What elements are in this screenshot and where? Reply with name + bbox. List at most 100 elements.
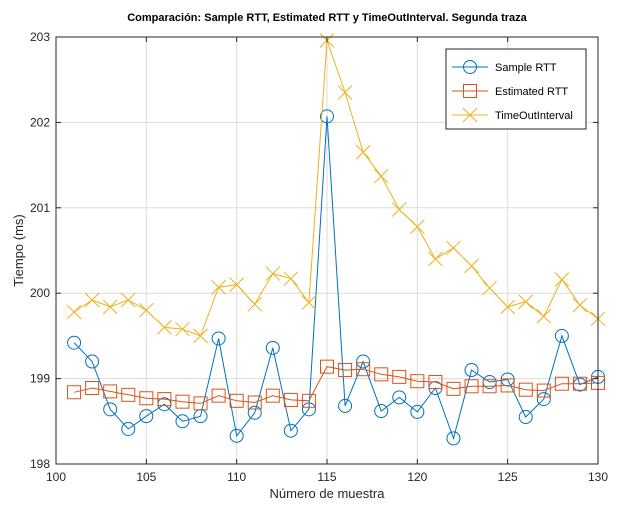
data-point [283,392,298,407]
data-point [265,340,280,355]
data-point [138,302,154,318]
data-point [283,271,299,287]
y-tick-label: 199 [30,372,50,386]
axes [55,36,599,465]
data-point [247,395,262,410]
series-2 [66,33,606,344]
data-point [320,109,334,124]
data-point [464,379,479,394]
x-tick-label: 130 [588,470,608,484]
data-point [102,299,118,315]
data-point [175,394,190,409]
data-point [500,299,516,315]
x-tick-label: 125 [498,470,518,484]
data-point [391,202,407,217]
data-point [410,404,425,419]
data-point [121,421,136,436]
data-point [338,398,353,413]
data-point [120,292,136,308]
y-tick-label: 202 [30,115,50,129]
data-point [157,320,172,335]
data-point [103,384,118,399]
data-point [355,144,371,160]
data-point [464,363,479,378]
data-point [157,392,172,407]
data-point [193,328,208,344]
data-point [518,410,533,425]
data-point [139,409,154,424]
data-point [67,335,82,350]
x-tick-label: 100 [46,470,66,484]
data-point [85,354,100,369]
data-point [428,251,443,267]
data-point [554,376,569,391]
series-line [73,366,599,404]
data-point [84,292,100,308]
data-point [536,383,551,398]
data-point [175,321,190,337]
data-point [536,308,552,324]
data-point [229,393,244,408]
data-point [428,375,443,390]
data-point [554,328,569,343]
data-point [446,381,461,396]
series-1 [67,359,605,411]
data-point [67,385,82,400]
data-point [229,428,244,443]
data-point [337,85,353,100]
legend: Sample RTT Estimated RTT TimeOutInterval [445,48,587,130]
data-point [139,391,154,406]
y-axis-label: Tiempo (ms) [11,214,26,286]
data-point [211,388,226,403]
data-point [356,354,371,369]
legend-marker [463,84,477,98]
data-point [374,367,389,382]
data-point [301,295,317,310]
y-tick-label: 198 [30,457,50,471]
data-point [229,277,245,293]
data-point [482,379,497,394]
data-point [536,392,551,407]
series-group [66,33,606,446]
data-point [482,280,497,296]
data-point [193,396,208,411]
data-point [392,390,407,405]
legend-marker [463,60,477,74]
data-point [500,378,515,393]
data-point [554,272,570,287]
data-point [247,296,263,312]
data-point [572,376,587,391]
data-point [446,431,461,446]
data-point [392,369,407,384]
x-tick-label: 110 [227,470,246,484]
y-tick-label: 203 [30,30,50,44]
chart-title: Comparación: Sample RTT, Estimated RTT y… [127,12,527,24]
data-point [320,359,334,374]
data-point [409,219,425,234]
data-point [410,374,425,389]
data-point [283,423,298,438]
data-point [301,402,316,417]
data-point [446,240,461,256]
data-point [518,294,534,310]
data-point [518,382,533,397]
data-point [338,363,353,378]
data-point [175,414,190,429]
tick-labels: 100 105 110 115 120 125 130 198 199 200 201 202 203 [30,30,608,484]
x-tick-label: 120 [407,470,427,484]
data-point [356,362,371,377]
legend-label: TimeOutInterval [495,110,573,122]
data-point [572,297,588,313]
data-point [464,258,479,274]
x-axis-label: Número de muestra [270,486,386,501]
y-tick-label: 201 [30,201,50,215]
data-point [85,380,100,395]
legend-marker [462,107,478,123]
data-point [66,304,82,320]
data-point [247,405,262,420]
legend-label: Estimated RTT [495,86,568,98]
x-tick-label: 105 [136,470,156,484]
data-point [374,404,389,419]
data-point [265,388,280,403]
